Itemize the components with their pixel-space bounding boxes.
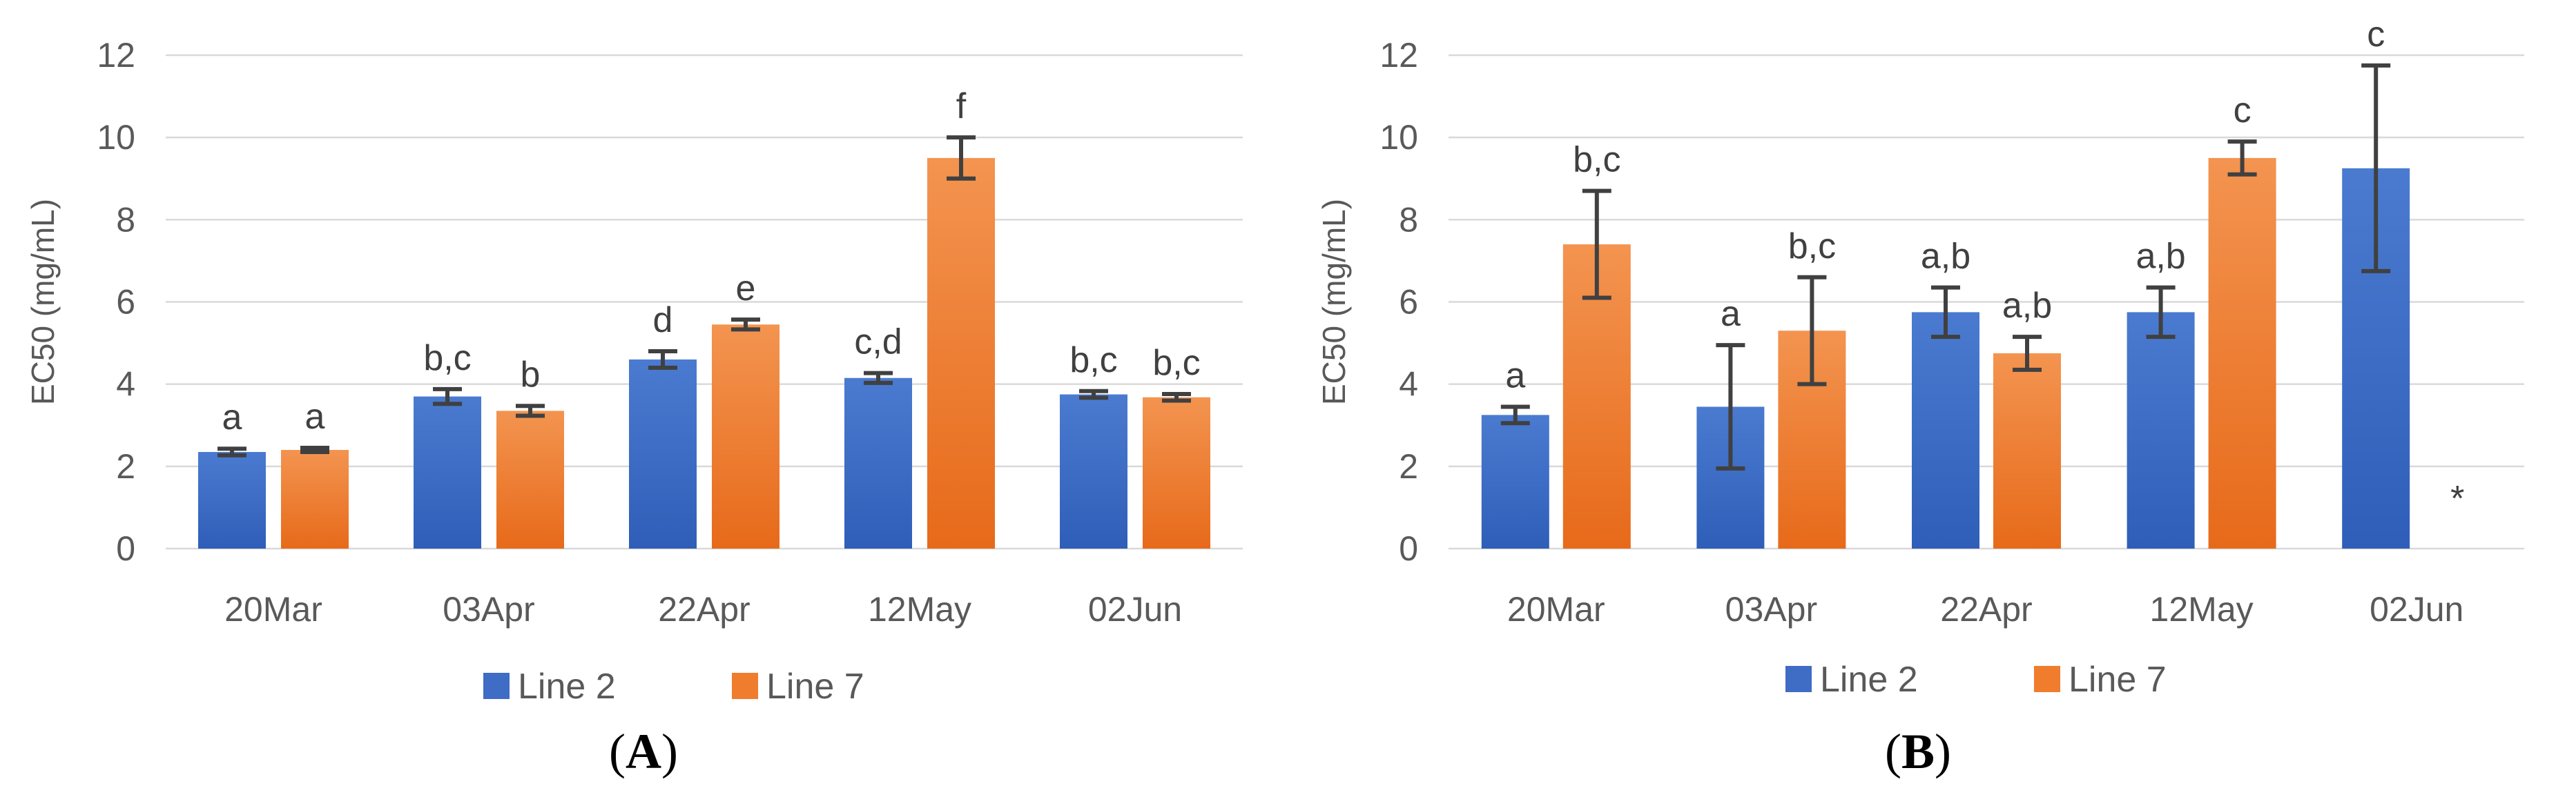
x-tick-label: 20Mar xyxy=(224,590,322,629)
significance-label: a xyxy=(305,397,325,437)
error-bar xyxy=(2227,139,2257,177)
significance-label: b xyxy=(521,355,541,395)
significance-label: e xyxy=(736,268,756,308)
error-bar xyxy=(1931,285,1960,340)
y-tick-label: 8 xyxy=(116,200,135,239)
legend-swatch xyxy=(1785,666,1812,692)
error-bar xyxy=(516,404,545,418)
x-tick-label: 22Apr xyxy=(1940,590,2032,629)
bar-line7-12may xyxy=(2208,157,2276,549)
chart-panel-a: EC50 (mg/mL) 0 2 4 6 8 10 12 20Mar a a 03Apr b,c b 22A… xyxy=(25,36,1243,779)
error-bar xyxy=(433,386,462,406)
legend-item: Line 7 xyxy=(2034,660,2167,700)
legend-swatch xyxy=(732,673,758,699)
y-tick-label: 10 xyxy=(97,118,135,157)
error-bar xyxy=(1582,188,1611,300)
error-bar xyxy=(1797,275,1827,386)
significance-label: b,c xyxy=(1152,343,1200,383)
legend-label: Line 2 xyxy=(1820,660,1918,700)
error-bar xyxy=(864,371,893,385)
y-axis-label: EC50 (mg/mL) xyxy=(1316,199,1352,405)
legend-swatch xyxy=(2034,666,2060,692)
y-tick-label: 10 xyxy=(1379,118,1418,157)
error-bar xyxy=(947,135,976,181)
x-tick-label: 12May xyxy=(2150,590,2254,629)
error-bar xyxy=(1079,389,1108,400)
bar-line2-20mar xyxy=(198,451,266,549)
y-tick-label: 6 xyxy=(116,283,135,322)
error-bar xyxy=(2146,285,2176,340)
y-tick-label: 4 xyxy=(116,365,135,404)
bar-line2-02jun xyxy=(1060,394,1127,549)
significance-label: b,c xyxy=(1788,226,1836,266)
bar-line7-02jun xyxy=(1143,397,1210,549)
error-bar xyxy=(1500,404,1530,426)
error-bar xyxy=(2361,63,2391,273)
x-tick-label: 03Apr xyxy=(443,590,534,629)
significance-label: c xyxy=(2367,14,2385,55)
x-tick-label: 02Jun xyxy=(2370,590,2463,629)
significance-label: b,c xyxy=(1573,140,1620,180)
legend-item: Line 2 xyxy=(1785,660,1918,700)
y-tick-label: 12 xyxy=(97,36,135,75)
bar-line2-20mar xyxy=(1481,415,1549,549)
legend-item: Line 7 xyxy=(732,667,864,707)
significance-label: b,c xyxy=(1069,340,1117,380)
error-bar xyxy=(731,317,760,332)
y-tick-label: 4 xyxy=(1399,365,1418,404)
significance-label: a xyxy=(1505,355,1525,395)
bar-line7-03apr xyxy=(496,411,564,549)
significance-label: a,b xyxy=(2002,286,2052,326)
x-tick-label: 02Jun xyxy=(1088,590,1182,629)
significance-label: a,b xyxy=(1921,237,1970,277)
bar-line2-12may xyxy=(2127,312,2195,549)
bar-line2-12may xyxy=(844,377,912,549)
panel-label-b: (B) xyxy=(1885,724,1951,779)
error-bar xyxy=(1716,343,1745,471)
x-tick-label: 12May xyxy=(868,590,971,629)
error-bar xyxy=(648,349,677,370)
bar-line2-22apr xyxy=(1912,312,1979,549)
y-tick-label: 0 xyxy=(116,529,135,568)
error-bar xyxy=(217,446,246,458)
bar-line7-22apr xyxy=(1993,353,2061,549)
legend-label: Line 2 xyxy=(518,667,616,707)
significance-label: d xyxy=(653,300,673,340)
y-tick-label: 2 xyxy=(1399,447,1418,486)
bar-chart-a: EC50 (mg/mL) 0 2 4 6 8 10 12 20Mar a a 03Apr b,c b 22A… xyxy=(25,36,1243,707)
significance-label: a,b xyxy=(2136,237,2185,277)
bar-line2-22apr xyxy=(629,359,697,549)
y-tick-label: 6 xyxy=(1399,283,1418,322)
error-bar xyxy=(300,446,329,454)
legend-label: Line 7 xyxy=(766,667,864,707)
significance-label: c,d xyxy=(854,322,902,362)
significance-label: a xyxy=(1721,294,1741,334)
x-tick-label: 22Apr xyxy=(658,590,750,629)
bar-line2-03apr xyxy=(414,396,481,549)
significance-label: c xyxy=(2234,90,2251,130)
significance-label: f xyxy=(956,86,967,126)
bar-line7-20mar xyxy=(281,450,349,549)
error-bar xyxy=(2013,335,2042,372)
bar-chart-b: EC50 (mg/mL) 0 2 4 6 8 10 12 20Mar a b,c 03Apr a b,c 2… xyxy=(1316,14,2524,700)
x-tick-label: 20Mar xyxy=(1507,590,1605,629)
legend-item: Line 2 xyxy=(483,667,616,707)
significance-label: a xyxy=(222,397,242,438)
y-axis-label: EC50 (mg/mL) xyxy=(25,199,61,405)
bar-line7-22apr xyxy=(712,324,779,549)
chart-panel-b: EC50 (mg/mL) 0 2 4 6 8 10 12 20Mar a b,c 03Apr a b,c 2… xyxy=(1288,0,2576,806)
y-tick-label: 12 xyxy=(1379,36,1418,75)
bar-line7-12may xyxy=(927,157,995,549)
error-bar xyxy=(1162,391,1191,403)
y-tick-label: 8 xyxy=(1399,200,1418,239)
y-tick-label: 0 xyxy=(1399,529,1418,568)
y-tick-label: 2 xyxy=(116,447,135,486)
x-tick-label: 03Apr xyxy=(1725,590,1817,629)
missing-data-marker: * xyxy=(2450,479,2464,519)
legend-label: Line 7 xyxy=(2069,660,2167,700)
significance-label: b,c xyxy=(423,338,471,378)
legend-swatch xyxy=(483,673,510,699)
panel-label-a: (A) xyxy=(609,724,678,779)
